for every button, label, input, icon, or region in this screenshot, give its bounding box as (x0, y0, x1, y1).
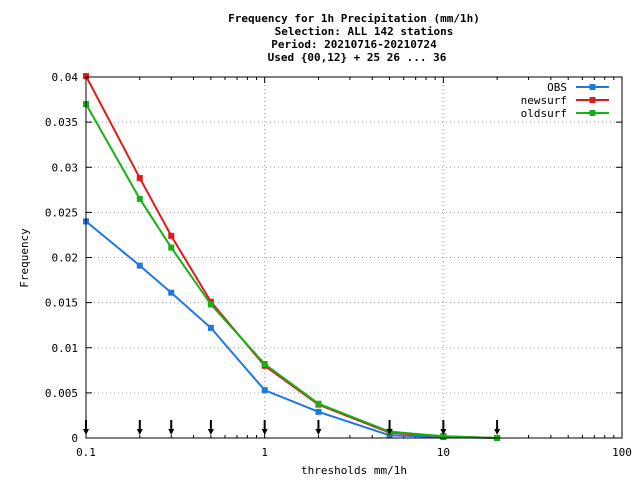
y-tick-label: 0.01 (52, 342, 79, 355)
threshold-marker-head (315, 429, 322, 435)
threshold-marker-head (168, 429, 175, 435)
series-line-OBS (85, 220, 498, 439)
x-tick-label: 100 (612, 446, 632, 459)
data-point (83, 73, 89, 80)
y-tick-label: 0.04 (52, 71, 79, 84)
data-point (168, 289, 175, 296)
threshold-marker-head (207, 429, 214, 435)
x-tick-label: 1 (261, 446, 268, 459)
series-newsurf (83, 73, 501, 441)
y-tick-label: 0.02 (52, 252, 79, 265)
threshold-marker-head (494, 429, 501, 435)
series (83, 73, 501, 441)
data-point (136, 262, 143, 269)
x-tick-label: 0.1 (76, 446, 96, 459)
y-tick-label: 0.03 (52, 161, 79, 174)
title-line: Frequency for 1h Precipitation (mm/1h) (228, 12, 480, 25)
y-tick-label: 0.025 (45, 206, 78, 219)
data-point (207, 301, 214, 308)
y-axis-label: Frequency (18, 228, 31, 288)
data-point (207, 324, 214, 331)
data-point (261, 360, 268, 367)
title-line: Period: 20210716-20210724 (271, 38, 437, 51)
threshold-marker-head (386, 429, 393, 435)
data-point (168, 244, 175, 251)
data-point (136, 175, 143, 182)
legend-marker (589, 84, 596, 90)
data-point (315, 408, 322, 415)
y-tick-label: 0 (71, 432, 78, 445)
threshold-markers (83, 420, 501, 435)
legend-label: newsurf (521, 94, 567, 107)
data-point (261, 387, 268, 394)
x-tick-label: 10 (437, 446, 450, 459)
x-axis-label: thresholds mm/1h (301, 464, 407, 477)
series-OBS (83, 218, 501, 441)
chart-title: Frequency for 1h Precipitation (mm/1h)Se… (228, 12, 480, 64)
series-line-oldsurf (85, 103, 498, 439)
legend-label: OBS (547, 81, 567, 94)
legend-label: oldsurf (521, 107, 567, 120)
data-point (168, 232, 175, 239)
data-point (315, 400, 322, 407)
threshold-marker-head (261, 429, 268, 435)
threshold-marker-head (440, 429, 447, 435)
grid (86, 77, 622, 438)
title-line: Selection: ALL 142 stations (275, 25, 454, 38)
legend-marker (589, 110, 596, 116)
data-point (136, 195, 143, 202)
plot-frame (85, 76, 623, 439)
legend-marker (589, 97, 596, 103)
y-tick-label: 0.015 (45, 297, 78, 310)
x-tick-labels: 0.1 1 10 100 (76, 446, 632, 459)
y-tick-label: 0.035 (45, 116, 78, 129)
y-tick-labels: 0 0.005 0.01 0.015 0.02 0.025 0.03 0.035 0.04 (45, 71, 78, 445)
title-line: Used {00,12} + 25 26 ... 36 (268, 51, 447, 64)
data-point (440, 433, 447, 440)
threshold-marker-head (136, 429, 143, 435)
y-tick-label: 0.005 (45, 387, 78, 400)
